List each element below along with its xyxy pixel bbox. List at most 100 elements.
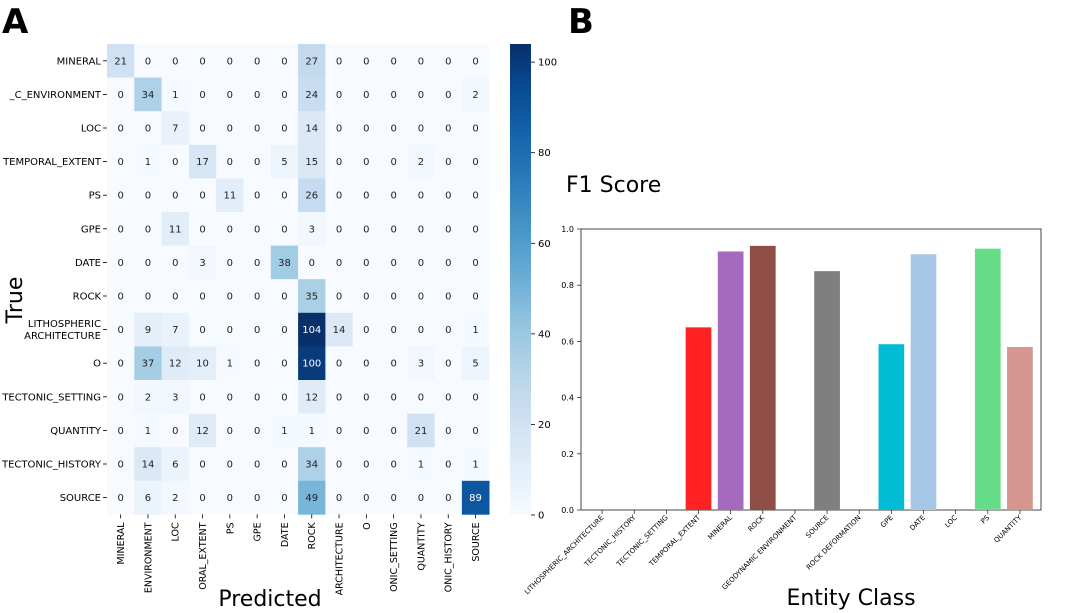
heatmap-col-label: SOURCE	[471, 522, 482, 561]
heatmap-cell	[298, 178, 326, 213]
heatmap-row-label: QUANTITY	[50, 426, 102, 437]
heatmap-value: 0	[254, 292, 260, 303]
heatmap-value: 0	[418, 292, 424, 303]
heatmap-cell	[270, 447, 299, 482]
heatmap-value: 0	[145, 56, 151, 67]
heatmap-cell	[380, 111, 408, 146]
heatmap-cell	[407, 44, 435, 78]
heatmap-value: 0	[172, 292, 178, 303]
heatmap-cell	[380, 144, 408, 179]
heatmap-cell	[325, 447, 353, 482]
heatmap-cell	[188, 413, 217, 448]
heatmap-value: 0	[472, 157, 478, 168]
heatmap-value: 0	[145, 292, 151, 303]
heatmap-col-label: ENVIRONMENT	[143, 522, 154, 593]
colorbar-tick-label: 0	[538, 511, 544, 522]
heatmap-value: 34	[305, 460, 318, 471]
heatmap-value: 0	[281, 56, 287, 67]
heatmap-cell	[188, 44, 217, 78]
heatmap-col-label: ARCHITECTURE	[335, 522, 346, 595]
heatmap-value: 0	[254, 392, 260, 403]
heatmap-value: 0	[145, 124, 151, 135]
heatmap-cell	[270, 480, 299, 515]
heatmap-cell	[134, 212, 162, 246]
heatmap-cell	[270, 144, 299, 179]
heatmap-value: 0	[390, 460, 396, 471]
heatmap-cell	[216, 77, 244, 112]
heatmap-cell	[243, 111, 272, 146]
heatmap-cell	[407, 447, 435, 482]
heatmap-value: 0	[445, 56, 451, 67]
heatmap-row-label: LITHOSPHERIC ARCHITECTURE	[24, 319, 101, 342]
heatmap-cell	[298, 312, 326, 347]
heatmap-cell	[134, 178, 162, 213]
heatmap-value: 0	[336, 124, 342, 135]
heatmap-cell	[434, 312, 463, 347]
heatmap-value: 0	[254, 359, 260, 370]
heatmap-cell	[216, 480, 244, 515]
heatmap-row-label: _C_ENVIRONMENT	[9, 90, 102, 101]
heatmap-cell	[298, 245, 326, 280]
bar	[749, 245, 776, 511]
heatmap-value: 0	[363, 56, 369, 67]
heatmap-cell	[298, 111, 326, 146]
heatmap-cell	[380, 413, 408, 448]
heatmap-value: 0	[172, 191, 178, 202]
heatmap-value: 0	[199, 191, 205, 202]
heatmap-value: 0	[117, 325, 123, 336]
heatmap-value: 0	[199, 124, 205, 135]
heatmap-row-label: LOC	[81, 124, 101, 135]
heatmap-cell	[461, 447, 490, 482]
heatmap-value: 0	[336, 157, 342, 168]
heatmap-cell	[243, 480, 272, 515]
heatmap-value: 10	[196, 359, 209, 370]
bar-chart-y-ticks: 0.0 0.2 0.4 0.6 0.8 1.0	[561, 225, 581, 515]
heatmap-value: 0	[390, 359, 396, 370]
bar-chart-y-tick-label: 0.2	[561, 450, 574, 459]
heatmap-cell	[380, 312, 408, 347]
heatmap-cell	[134, 245, 162, 280]
heatmap-value: 0	[363, 325, 369, 336]
heatmap-value: 0	[363, 90, 369, 101]
heatmap-value: 0	[254, 460, 260, 471]
heatmap-value: 0	[390, 191, 396, 202]
heatmap-value: 0	[117, 124, 123, 135]
colorbar-tick-label: 60	[538, 239, 551, 250]
heatmap-value: 0	[336, 359, 342, 370]
heatmap-value: 0	[117, 224, 123, 235]
heatmap-cell	[216, 279, 244, 314]
bar-chart-x-tick-label: ROCK	[747, 513, 767, 533]
heatmap-row-label: PS	[89, 191, 101, 202]
heatmap-cell	[107, 413, 135, 448]
heatmap-cell	[434, 144, 463, 179]
heatmap-value: 0	[117, 392, 123, 403]
heatmap-value: 0	[254, 426, 260, 437]
heatmap-cell	[407, 144, 435, 179]
heatmap-value: 5	[281, 157, 287, 168]
heatmap-cells	[107, 44, 490, 515]
heatmap-cell	[380, 245, 408, 280]
heatmap-col-label: ONIC_HISTORY	[444, 522, 455, 592]
heatmap-cell	[352, 312, 381, 347]
panel-label-b: B	[568, 2, 594, 42]
heatmap-cell	[298, 480, 326, 515]
heatmap-cell	[352, 111, 381, 146]
heatmap-value: 0	[390, 157, 396, 168]
heatmap-cell	[407, 346, 435, 381]
heatmap-cell	[216, 346, 244, 381]
heatmap-cell	[352, 77, 381, 112]
colorbar-tick-label: 80	[538, 148, 551, 159]
heatmap-value: 2	[418, 157, 424, 168]
heatmap-cell	[352, 144, 381, 179]
heatmap-cell	[298, 346, 326, 381]
heatmap-value: 0	[363, 292, 369, 303]
heatmap-value: 2	[145, 392, 151, 403]
bar	[685, 327, 712, 510]
heatmap-value: 2	[172, 493, 178, 504]
heatmap-cell	[188, 111, 217, 146]
heatmap-cell	[161, 212, 190, 246]
heatmap-value: 0	[363, 124, 369, 135]
heatmap-cell	[243, 44, 272, 78]
heatmap-cell	[380, 279, 408, 314]
heatmap-value: 0	[227, 56, 233, 67]
